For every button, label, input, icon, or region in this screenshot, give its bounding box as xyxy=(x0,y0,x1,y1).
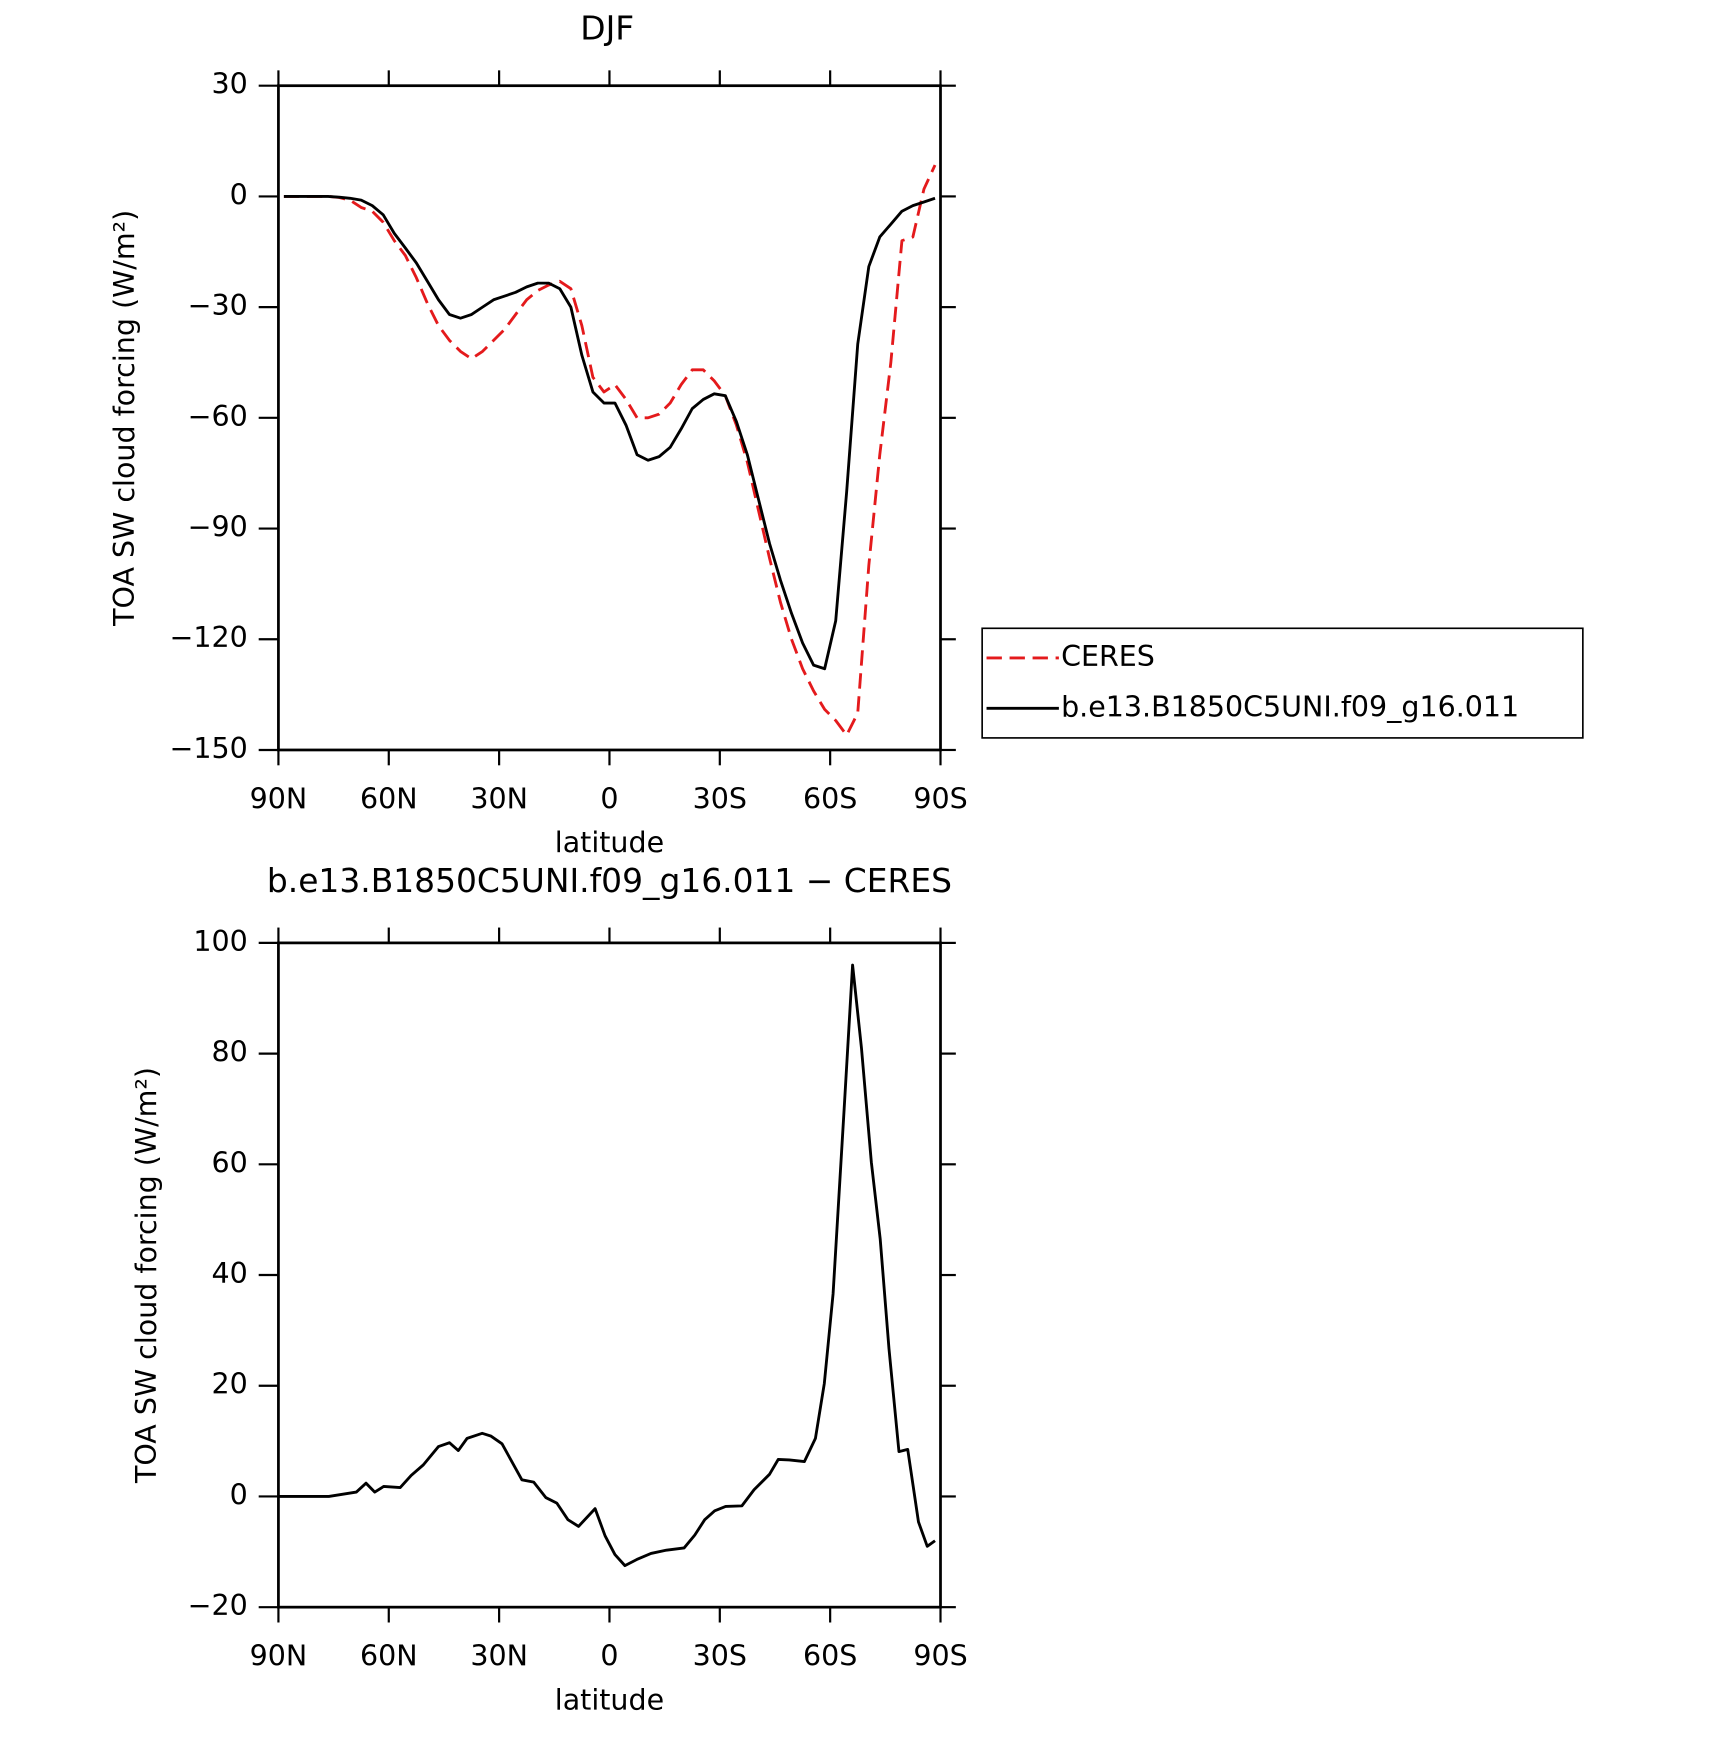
y-tick-label: 0 xyxy=(230,1478,248,1511)
y-tick-label: −20 xyxy=(188,1589,248,1622)
data-line xyxy=(283,164,937,737)
chart-title: b.e13.B1850C5UNI.f09_g16.011 − CERES xyxy=(267,861,952,900)
y-tick-label: −30 xyxy=(188,289,248,322)
x-tick-label: 30N xyxy=(470,782,528,815)
x-tick-label: 30S xyxy=(693,1640,747,1673)
data-line xyxy=(278,963,936,1568)
x-tick-label: 60S xyxy=(803,782,857,815)
legend-box xyxy=(981,627,1584,739)
x-tick-label: 90N xyxy=(250,782,308,815)
y-tick-label: 40 xyxy=(211,1257,247,1290)
y-tick-label: −150 xyxy=(169,732,247,765)
y-axis-label: TOA SW cloud forcing (W/m²) xyxy=(108,210,141,627)
y-tick-label: 20 xyxy=(211,1368,247,1401)
x-tick-label: 90S xyxy=(913,782,967,815)
y-tick-label: −90 xyxy=(188,511,248,544)
x-tick-label: 90S xyxy=(913,1640,967,1673)
legend-label: CERES xyxy=(1061,640,1155,673)
x-tick-label: 90N xyxy=(250,1640,308,1673)
plot-frame xyxy=(277,84,942,752)
x-tick-label: 60N xyxy=(360,1640,418,1673)
x-axis-label: latitude xyxy=(555,826,664,859)
x-tick-label: 30S xyxy=(693,782,747,815)
x-tick-label: 0 xyxy=(600,782,618,815)
y-tick-label: 30 xyxy=(211,68,247,101)
y-axis-label: TOA SW cloud forcing (W/m²) xyxy=(130,1067,163,1484)
y-tick-label: 80 xyxy=(211,1036,247,1069)
data-line xyxy=(283,194,936,671)
x-tick-label: 0 xyxy=(600,1640,618,1673)
x-tick-label: 60S xyxy=(803,1640,857,1673)
x-axis-label: latitude xyxy=(555,1683,664,1716)
chart-title: DJF xyxy=(580,8,634,47)
x-tick-label: 30N xyxy=(470,1640,528,1673)
plot-frame xyxy=(277,941,942,1609)
legend-label: b.e13.B1850C5UNI.f09_g16.011 xyxy=(1061,690,1519,723)
y-tick-label: −60 xyxy=(188,400,248,433)
y-tick-label: −120 xyxy=(169,621,247,654)
y-tick-label: 100 xyxy=(193,925,247,958)
y-tick-label: 60 xyxy=(211,1146,247,1179)
y-tick-label: 0 xyxy=(230,178,248,211)
x-tick-label: 60N xyxy=(360,782,418,815)
